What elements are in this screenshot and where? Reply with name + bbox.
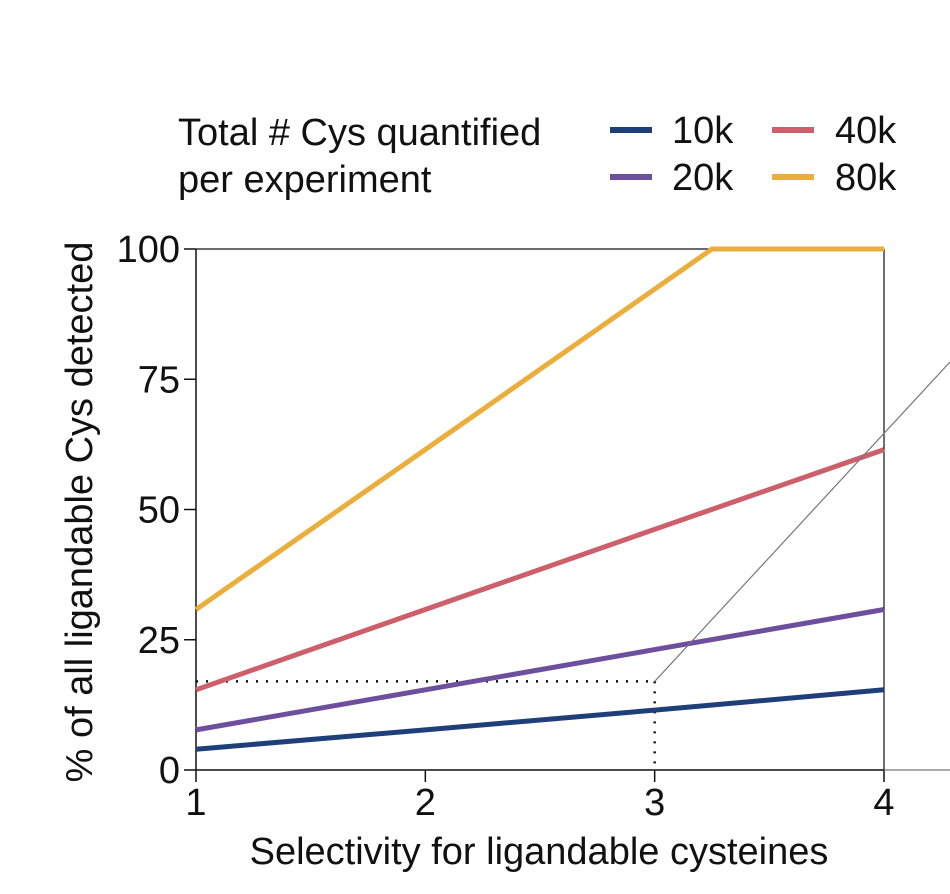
y-tick-label: 100 — [117, 229, 180, 271]
x-tick-label: 3 — [644, 782, 665, 824]
legend: Total # Cys quantified per experiment 10… — [178, 110, 897, 201]
legend-title-line-2: per experiment — [178, 159, 432, 201]
series-line-40k — [195, 447, 885, 693]
x-tick-label: 4 — [873, 782, 894, 824]
y-tick-label: 0 — [159, 750, 180, 792]
series-line-80k — [194, 246, 884, 612]
legend-title-line-1: Total # Cys quantified — [178, 112, 541, 154]
legend-label-40k: 40k — [835, 110, 897, 152]
series-line-20k — [195, 607, 885, 733]
plot-area: 0 25 50 75 100 1 2 3 4 — [117, 229, 895, 824]
callout-leader-line — [654, 361, 950, 682]
series-line-10k — [195, 687, 885, 752]
y-tick-label: 25 — [138, 620, 180, 662]
legend-label-20k: 20k — [672, 157, 734, 199]
y-axis-label: % of all ligandable Cys detected — [59, 242, 101, 783]
y-tick-label: 50 — [138, 490, 180, 532]
x-axis-label: Selectivity for ligandable cysteines — [250, 831, 829, 873]
legend-label-80k: 80k — [835, 157, 897, 199]
x-tick-label: 2 — [415, 782, 436, 824]
y-tick-label: 75 — [138, 359, 180, 401]
legend-label-10k: 10k — [672, 110, 734, 152]
x-tick-label: 1 — [185, 782, 206, 824]
